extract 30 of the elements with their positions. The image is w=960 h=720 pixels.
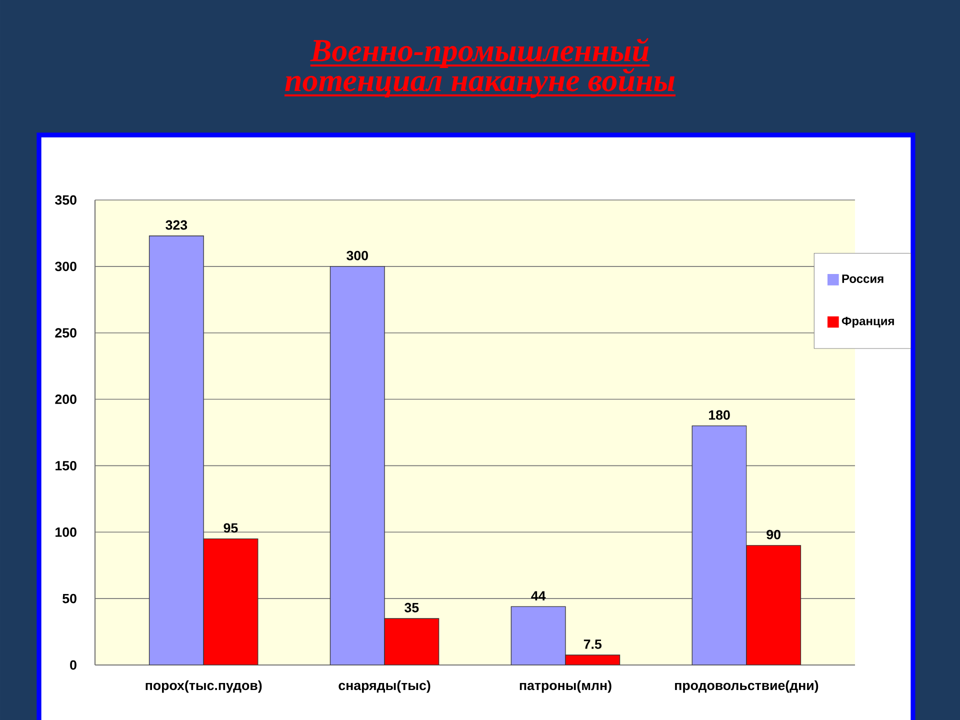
data-label: 44 (531, 591, 546, 600)
bar (384, 618, 440, 665)
data-label: 7.5 (584, 640, 602, 649)
x-tick-label: снаряды(тыс) (338, 680, 430, 693)
y-tick-label: 150 (56, 460, 76, 470)
data-label: 323 (166, 220, 188, 230)
y-tick-label: 350 (55, 195, 76, 205)
x-tick-label: порох(тыс.пудов) (146, 680, 262, 693)
y-tick-label: 50 (62, 594, 76, 604)
bar (330, 266, 385, 665)
bar (203, 538, 258, 665)
data-label: 180 (709, 410, 730, 420)
bar (510, 606, 566, 665)
y-tick-label: 300 (55, 262, 76, 272)
legend-label: Франция (842, 316, 894, 328)
legend-label: Россия (842, 274, 884, 283)
y-tick-label: 100 (56, 527, 76, 537)
bar (746, 545, 802, 665)
data-label: 90 (766, 530, 780, 540)
bar (692, 426, 747, 665)
data-label: 300 (346, 250, 368, 260)
x-tick-label: продовольствие(дни) (675, 680, 818, 693)
chart-title: Военно-промышленный потенциал накануне войны (285, 38, 675, 98)
bar (148, 236, 204, 665)
y-tick-label: 0 (70, 660, 76, 670)
data-label: 95 (224, 523, 238, 533)
data-label: 35 (404, 602, 419, 612)
y-tick-label: 250 (55, 328, 76, 338)
y-tick-label: 200 (55, 394, 76, 404)
x-tick-label: патроны(млн) (520, 680, 612, 693)
